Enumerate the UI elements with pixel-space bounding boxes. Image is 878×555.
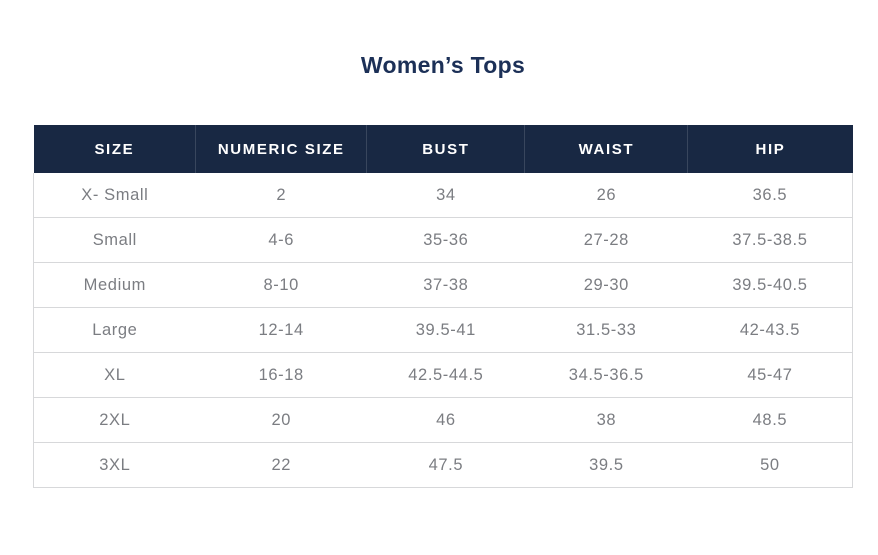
table-row-small: Small 4-6 35-36 27-28 37.5-38.5 [32, 217, 853, 263]
table-cell: 46 [366, 397, 525, 443]
table-cell: 22 [195, 442, 367, 488]
table-cell: 29-30 [524, 262, 688, 308]
table-cell: 20 [195, 397, 367, 443]
table-cell: 2 [195, 173, 367, 218]
table-row-medium: Medium 8-10 37-38 29-30 39.5-40.5 [32, 262, 853, 308]
table-cell: X- Small [32, 173, 196, 218]
table-row-xl: XL 16-18 42.5-44.5 34.5-36.5 45-47 [32, 352, 853, 398]
table-cell: 35-36 [366, 217, 525, 263]
table-cell: 39.5 [524, 442, 688, 488]
table-cell: 34.5-36.5 [524, 352, 688, 398]
table-cell: 34 [366, 173, 525, 218]
table-cell: 26 [524, 173, 688, 218]
table-cell: 48.5 [687, 397, 853, 443]
table-cell: 2XL [32, 397, 196, 443]
table-cell: 31.5-33 [524, 307, 688, 353]
table-cell: 4-6 [195, 217, 367, 263]
table-cell: 37.5-38.5 [687, 217, 853, 263]
table-row-x-small: X- Small 2 34 26 36.5 [32, 173, 853, 218]
table-cell: 42-43.5 [687, 307, 853, 353]
table-row-2xl: 2XL 20 46 38 48.5 [32, 397, 853, 443]
table-cell: 39.5-41 [366, 307, 525, 353]
table-cell: 39.5-40.5 [687, 262, 853, 308]
column-header-size: SIZE [33, 125, 196, 173]
table-cell: Large [32, 307, 196, 353]
table-cell: 27-28 [524, 217, 688, 263]
table-row-3xl: 3XL 22 47.5 39.5 50 [32, 442, 853, 488]
table-cell: 3XL [32, 442, 196, 488]
header-row: SIZE NUMERIC SIZE BUST WAIST HIP [33, 125, 853, 173]
table-cell: XL [32, 352, 196, 398]
page-title: Women’s Tops [360, 52, 526, 78]
table-header: SIZE NUMERIC SIZE BUST WAIST HIP [33, 125, 853, 173]
table-cell: 50 [687, 442, 853, 488]
column-header-waist: WAIST [524, 125, 688, 173]
table-body: X- Small 2 34 26 36.5 Small 4-6 35-36 27… [32, 173, 853, 488]
table-cell: 16-18 [195, 352, 367, 398]
table-cell: Medium [32, 262, 196, 308]
table-cell: 47.5 [366, 442, 525, 488]
size-chart-table: SIZE NUMERIC SIZE BUST WAIST HIP X- Smal… [32, 125, 853, 488]
table-cell: 42.5-44.5 [366, 352, 525, 398]
column-header-hip: HIP [687, 125, 853, 173]
table-cell: 8-10 [195, 262, 367, 308]
table-cell: 45-47 [687, 352, 853, 398]
column-header-bust: BUST [366, 125, 525, 173]
table-cell: 12-14 [195, 307, 367, 353]
table-row-large: Large 12-14 39.5-41 31.5-33 42-43.5 [32, 307, 853, 353]
table-cell: Small [32, 217, 196, 263]
table-cell: 38 [524, 397, 688, 443]
column-header-numeric-size: NUMERIC SIZE [195, 125, 367, 173]
size-chart-section: Women’s Tops SIZE NUMERIC SIZE BUST WAIS… [32, 52, 853, 488]
table-cell: 36.5 [687, 173, 853, 218]
table-cell: 37-38 [366, 262, 525, 308]
